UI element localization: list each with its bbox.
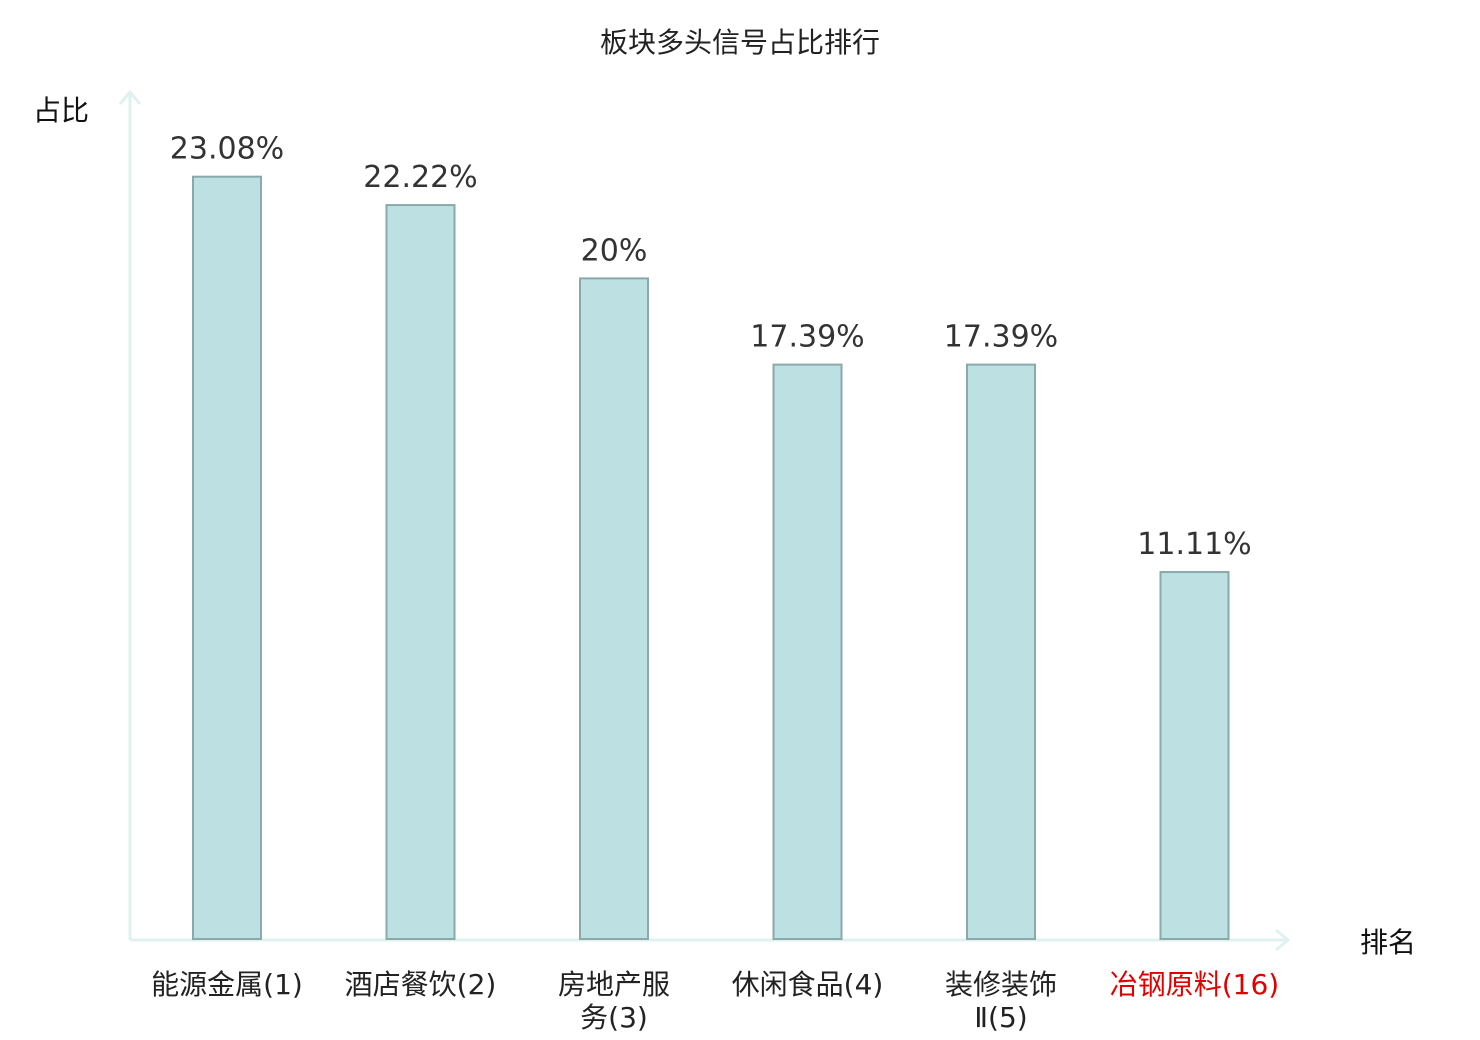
category-label-2-line-0: 房地产服: [558, 968, 670, 1001]
category-label-4-line-1: Ⅱ(5): [974, 1001, 1027, 1034]
bar-0: [192, 175, 262, 941]
value-label-2: 20%: [581, 233, 648, 268]
category-label-0-line-0: 能源金属(1): [151, 968, 303, 1001]
y-axis-label: 占比: [33, 94, 89, 127]
bars-group: [192, 175, 1230, 941]
category-label-1: 酒店餐饮(2): [345, 968, 497, 1001]
category-label-5: 冶钢原料(16): [1110, 968, 1279, 1001]
bar-5: [1159, 571, 1230, 940]
category-label-2: 房地产服务(3): [558, 968, 670, 1034]
value-label-4: 17.39%: [944, 320, 1058, 355]
category-label-4: 装修装饰 Ⅱ(5): [945, 968, 1057, 1034]
category-labels-group: 能源金属(1) 酒店餐饮(2) 房地产服务(3) 休闲食品(4) 装修装饰 Ⅱ(5) 冶钢原…: [151, 968, 1279, 1034]
value-labels-group: 23.08% 22.22% 20% 17.39% 17.39% 11.11%: [170, 132, 1252, 562]
x-axis-arrow: [1275, 928, 1291, 952]
bar-2: [579, 277, 649, 941]
category-label-2-line-1: 务(3): [580, 1001, 648, 1034]
category-label-4-line-0: 装修装饰: [945, 968, 1057, 1001]
chart-title: 板块多头信号占比排行: [600, 26, 880, 59]
value-label-5: 11.11%: [1137, 527, 1251, 562]
category-label-0: 能源金属(1): [151, 968, 303, 1001]
bar-1: [385, 204, 456, 941]
category-label-3-line-0: 休闲食品(4): [732, 968, 884, 1001]
category-label-5-line-0: 冶钢原料(16): [1110, 968, 1279, 1001]
value-label-1: 22.22%: [363, 160, 477, 195]
axes: [118, 89, 1291, 952]
value-label-0: 23.08%: [170, 132, 284, 167]
bar-4: [966, 363, 1036, 940]
x-axis-label: 排名: [1360, 926, 1416, 959]
value-label-3: 17.39%: [750, 320, 864, 355]
category-label-3: 休闲食品(4): [732, 968, 884, 1001]
category-label-1-line-0: 酒店餐饮(2): [345, 968, 497, 1001]
bar-3: [772, 363, 843, 940]
y-axis-arrow: [118, 89, 142, 105]
